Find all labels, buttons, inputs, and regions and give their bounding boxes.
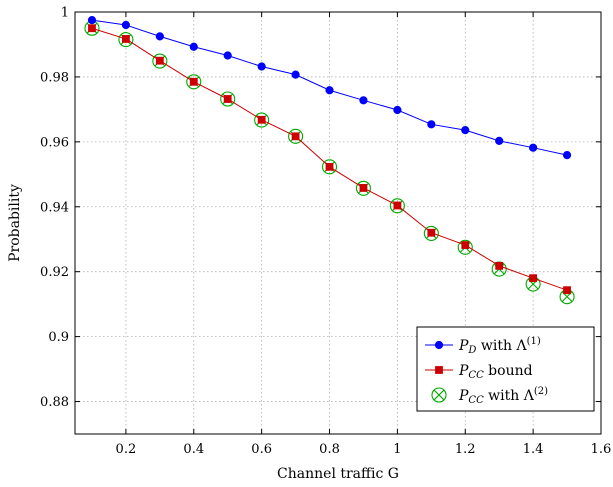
series-1-point — [359, 96, 368, 105]
series-1-point — [393, 105, 402, 115]
marker-ring — [457, 239, 473, 255]
series-2-point — [257, 115, 266, 124]
y-tick-label: 0.98 — [40, 70, 69, 85]
marker-ring — [152, 53, 168, 69]
legend-marker — [435, 366, 443, 374]
x-tick-label: 1.4 — [523, 442, 544, 457]
y-tick-label: 0.9 — [48, 330, 69, 345]
legend-marker — [431, 387, 447, 403]
legend-item-1: PD with Λ(1) — [425, 336, 541, 356]
marker-ring — [389, 198, 405, 214]
series-2-point — [189, 77, 198, 86]
marker-ring — [220, 91, 236, 107]
x-axis-label: Channel traffic G — [277, 466, 399, 482]
series-2-point — [122, 35, 130, 43]
marker-ring — [254, 112, 270, 128]
marker-ring — [118, 32, 134, 48]
x-tick-label: 1 — [393, 442, 401, 457]
x-tick-label: 1.6 — [591, 442, 612, 457]
legend-item-2: PCC bound — [425, 363, 533, 381]
series-1-point — [223, 51, 232, 60]
series-2-point — [325, 162, 334, 171]
series-1-point — [495, 136, 504, 145]
legend-label: PCC bound — [458, 363, 533, 381]
x-tick-label: 0.4 — [183, 442, 204, 457]
x-tick-label: 1.2 — [455, 442, 476, 457]
series-2-point — [461, 241, 470, 249]
series-2-point — [359, 184, 368, 192]
series-1-point — [87, 16, 97, 25]
series-2-point — [155, 56, 164, 65]
legend: PD with Λ(1) PCC bound PCC with Λ(2) — [416, 326, 595, 412]
y-tick-label: 0.96 — [40, 135, 69, 150]
axis-ticks: 0.2 0.4 0.6 0.8 1 1.2 1.4 1.6 0.88 0.9 0.92 0.94 0.9… — [40, 6, 611, 458]
series-2-point — [427, 228, 436, 237]
marker-cross — [433, 389, 445, 401]
plot-frame — [74, 11, 602, 435]
legend-box — [416, 326, 595, 412]
legend-marker — [434, 340, 444, 350]
series-1-point — [121, 20, 131, 30]
legend-label: PD with Λ(1) — [458, 336, 541, 356]
series-1-point — [155, 32, 164, 41]
legend-label: PCC with Λ(2) — [458, 386, 548, 406]
series-2-point — [529, 274, 538, 283]
series-2-point — [223, 95, 232, 103]
legend-item-3: PCC with Λ(2) — [431, 386, 548, 406]
series-1-point — [562, 151, 572, 160]
series-1-point — [257, 62, 266, 71]
series-2-point — [393, 201, 402, 210]
marker-ring — [186, 74, 202, 90]
y-tick-label: 0.92 — [40, 265, 69, 280]
series-1-point — [325, 86, 334, 95]
marker-ring — [288, 128, 304, 144]
y-tick-label: 1 — [61, 6, 69, 21]
series-2-point — [563, 286, 571, 295]
series-1-point — [291, 70, 300, 79]
series-2-point — [291, 132, 300, 141]
marker-ring — [423, 225, 439, 241]
series-2-point — [495, 261, 504, 270]
x-tick-label: 0.6 — [251, 442, 272, 457]
series-1-point — [427, 120, 436, 129]
y-axis-label: Probability — [7, 184, 23, 262]
series-1 — [87, 16, 572, 160]
series-2-point — [88, 24, 96, 33]
x-tick-label: 0.8 — [319, 442, 340, 457]
marker-ring — [355, 180, 372, 196]
series-1-point — [461, 126, 470, 135]
marker-ring — [431, 387, 447, 403]
y-tick-label: 0.88 — [40, 395, 69, 410]
series-1-point — [189, 42, 198, 51]
series-2 — [88, 24, 571, 295]
x-tick-label: 0.2 — [116, 442, 137, 457]
y-tick-label: 0.94 — [40, 200, 69, 215]
marker-ring — [321, 159, 338, 175]
series-layer — [84, 16, 575, 305]
series-1-point — [529, 143, 538, 152]
